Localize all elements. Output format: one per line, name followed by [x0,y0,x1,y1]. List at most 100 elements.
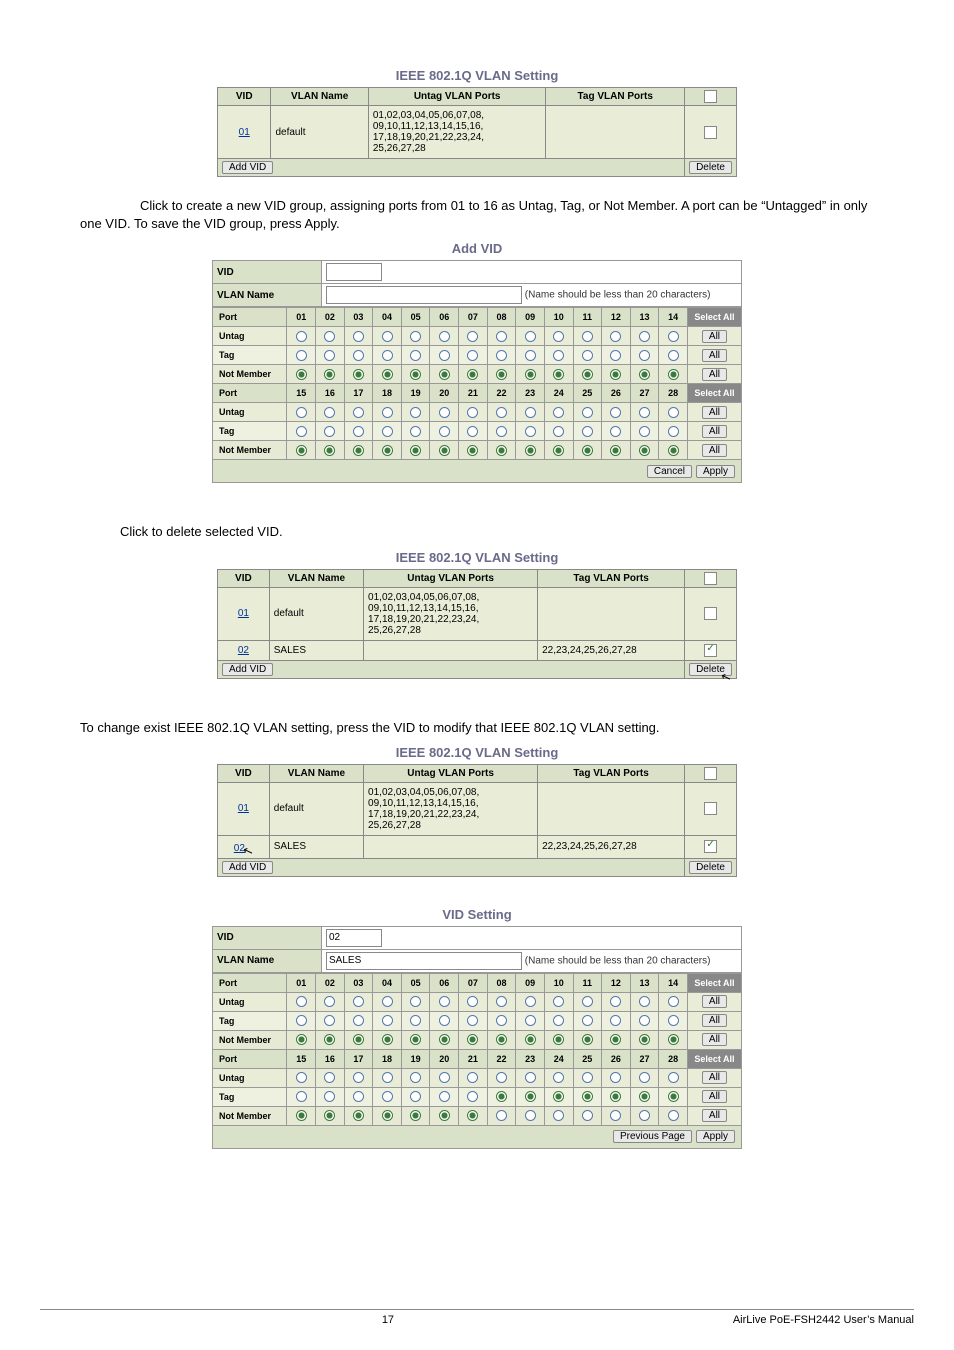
port-radio[interactable] [553,369,564,380]
port-radio[interactable] [525,1034,536,1045]
port-radio[interactable] [639,426,650,437]
port-radio[interactable] [410,445,421,456]
port-radio[interactable] [439,1034,450,1045]
row-checkbox[interactable] [704,644,717,657]
port-radio[interactable] [296,1034,307,1045]
port-radio[interactable] [610,1034,621,1045]
port-radio[interactable] [668,996,679,1007]
add-vid-button[interactable]: Add VID [222,663,273,676]
port-radio[interactable] [553,996,564,1007]
port-radio[interactable] [410,331,421,342]
port-radio[interactable] [439,1072,450,1083]
port-radio[interactable] [668,1110,679,1121]
port-radio[interactable] [439,1091,450,1102]
port-radio[interactable] [439,369,450,380]
port-radio[interactable] [439,407,450,418]
port-radio[interactable] [610,350,621,361]
port-radio[interactable] [467,1072,478,1083]
port-radio[interactable] [582,1091,593,1102]
port-radio[interactable] [324,1072,335,1083]
port-radio[interactable] [668,1015,679,1026]
port-radio[interactable] [410,1110,421,1121]
vid-link[interactable]: 02 [238,645,249,656]
port-radio[interactable] [639,407,650,418]
add-vid-button[interactable]: Add VID [222,161,273,174]
select-all-button[interactable]: All [702,425,727,438]
port-radio[interactable] [439,996,450,1007]
port-radio[interactable] [353,1034,364,1045]
port-radio[interactable] [410,1072,421,1083]
port-radio[interactable] [553,1072,564,1083]
port-radio[interactable] [439,331,450,342]
port-radio[interactable] [296,426,307,437]
port-radio[interactable] [382,1015,393,1026]
port-radio[interactable] [639,1034,650,1045]
port-radio[interactable] [582,996,593,1007]
port-radio[interactable] [496,331,507,342]
select-all-button[interactable]: All [702,349,727,362]
port-radio[interactable] [496,369,507,380]
port-radio[interactable] [610,426,621,437]
select-all-button[interactable]: All [702,1033,727,1046]
port-radio[interactable] [496,426,507,437]
vid-input[interactable] [326,929,382,947]
previous-page-button[interactable]: Previous Page [613,1130,692,1143]
port-radio[interactable] [382,1110,393,1121]
port-radio[interactable] [353,369,364,380]
port-radio[interactable] [382,369,393,380]
check-all-icon[interactable] [704,767,717,780]
delete-button[interactable]: Delete [689,161,732,174]
port-radio[interactable] [525,331,536,342]
row-checkbox[interactable] [704,607,717,620]
port-radio[interactable] [467,1091,478,1102]
port-radio[interactable] [382,1072,393,1083]
port-radio[interactable] [496,1110,507,1121]
port-radio[interactable] [525,426,536,437]
port-radio[interactable] [610,445,621,456]
port-radio[interactable] [496,350,507,361]
row-checkbox[interactable] [704,126,717,139]
port-radio[interactable] [467,331,478,342]
port-radio[interactable] [353,407,364,418]
port-radio[interactable] [553,426,564,437]
select-all-button[interactable]: All [702,1109,727,1122]
port-radio[interactable] [553,1091,564,1102]
port-radio[interactable] [668,1072,679,1083]
select-all-button[interactable]: All [702,995,727,1008]
port-radio[interactable] [296,350,307,361]
port-radio[interactable] [439,445,450,456]
port-radio[interactable] [553,1110,564,1121]
port-radio[interactable] [610,407,621,418]
port-radio[interactable] [296,1015,307,1026]
port-radio[interactable] [410,426,421,437]
port-radio[interactable] [410,1091,421,1102]
port-radio[interactable] [582,1072,593,1083]
port-radio[interactable] [410,996,421,1007]
port-radio[interactable] [382,407,393,418]
apply-button[interactable]: Apply [696,465,735,478]
port-radio[interactable] [439,350,450,361]
port-radio[interactable] [353,445,364,456]
port-radio[interactable] [296,369,307,380]
port-radio[interactable] [582,1015,593,1026]
port-radio[interactable] [525,369,536,380]
vlan-name-input[interactable] [326,286,522,304]
port-radio[interactable] [467,350,478,361]
port-radio[interactable] [496,445,507,456]
port-radio[interactable] [467,1110,478,1121]
port-radio[interactable] [467,407,478,418]
port-radio[interactable] [324,1015,335,1026]
port-radio[interactable] [610,1015,621,1026]
port-radio[interactable] [467,369,478,380]
port-radio[interactable] [582,1110,593,1121]
port-radio[interactable] [353,426,364,437]
port-radio[interactable] [296,445,307,456]
add-vid-button[interactable]: Add VID [222,861,273,874]
vid-link[interactable]: 01 [239,127,250,138]
port-radio[interactable] [296,1091,307,1102]
port-radio[interactable] [439,1110,450,1121]
port-radio[interactable] [382,996,393,1007]
port-radio[interactable] [582,350,593,361]
port-radio[interactable] [353,1110,364,1121]
port-radio[interactable] [467,1015,478,1026]
